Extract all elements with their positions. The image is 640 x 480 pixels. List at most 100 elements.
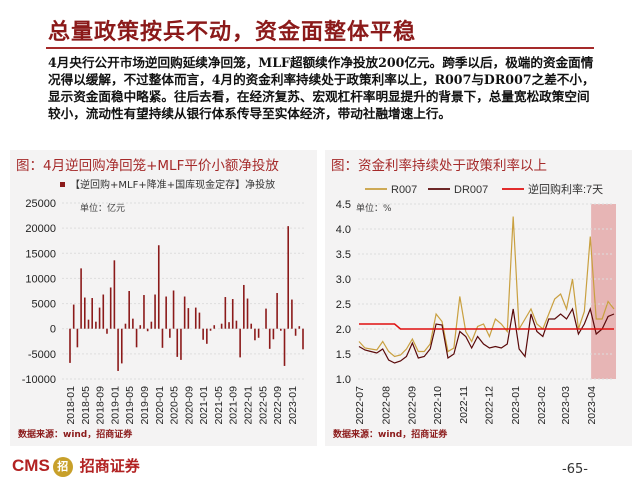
x-tick-label: 2019-09 [139, 386, 151, 425]
y-tick-label: 1.5 [336, 349, 351, 361]
bar [109, 287, 112, 329]
shaded-region [591, 204, 616, 379]
bar [139, 325, 142, 329]
bar [220, 323, 223, 329]
x-tick-label: 2020-05 [169, 386, 181, 425]
logo-text: CMS [12, 456, 50, 475]
y-tick-label: 2.0 [336, 324, 351, 336]
bar [80, 268, 82, 329]
bar [132, 318, 134, 329]
x-tick-label: 2023-01 [287, 386, 299, 425]
y-tick-label: 3.5 [336, 249, 351, 261]
legend-label: R007 [391, 184, 417, 196]
y-tick-label: 20000 [25, 223, 56, 235]
x-tick-label: 2018-09 [95, 386, 107, 425]
bar [250, 323, 253, 329]
bar [87, 319, 90, 329]
bar [202, 328, 204, 340]
x-tick-label: 2019-01 [109, 386, 121, 425]
y-tick-label: 3.0 [336, 274, 351, 286]
y-tick-label: -10000 [22, 374, 56, 386]
bar [257, 328, 260, 338]
right-chart-panel: 图：资金利率持续处于政策利率以上 数据来源：wind，招商证券 [325, 150, 632, 446]
bar [180, 328, 182, 360]
bar [287, 226, 290, 329]
bar [161, 328, 164, 348]
bar [194, 307, 197, 329]
x-tick-label: 2018-01 [65, 386, 77, 425]
bar [154, 294, 156, 329]
bar [91, 298, 93, 329]
bar [209, 328, 212, 331]
bar [283, 328, 286, 366]
series-line-R007 [358, 216, 615, 358]
y-tick-label: 4.5 [336, 199, 351, 211]
bar [254, 328, 256, 341]
bar [294, 328, 297, 336]
bar [169, 328, 171, 338]
x-tick-label: 2023-04 [586, 386, 598, 425]
bar [76, 328, 79, 348]
series-line-DR007 [358, 307, 615, 364]
bar [106, 328, 108, 334]
bar [280, 328, 282, 331]
x-tick-label: 2022-08 [380, 386, 392, 425]
x-tick-label: 2022-05 [257, 386, 269, 425]
y-tick-label: 15000 [25, 248, 56, 260]
right-chart-title: 图：资金利率持续处于政策利率以上 [331, 158, 547, 174]
x-tick-label: 2022-11 [458, 386, 470, 424]
y-tick-label: 4.0 [336, 224, 351, 236]
bar [276, 293, 278, 329]
legend-label: 【逆回购+MLF+降准+国库现金定存】净投放 [70, 178, 275, 191]
bar [243, 284, 245, 329]
x-tick-label: 2020-09 [183, 386, 195, 425]
bar [165, 296, 167, 329]
y-tick-label: 1.0 [336, 374, 351, 386]
y-tick-label: 10000 [25, 273, 56, 285]
left-chart-title: 图：4月逆回购净回笼+MLF平价小额净投放 [16, 158, 279, 174]
x-tick-label: 2023-02 [536, 386, 548, 425]
x-tick-label: 2022-07 [354, 386, 366, 425]
bar [113, 260, 116, 329]
bar [228, 322, 230, 329]
bar [72, 304, 75, 329]
bar [69, 328, 71, 363]
bar [302, 328, 304, 350]
bar [206, 328, 208, 344]
bar [172, 290, 175, 329]
right-chart-source: 数据来源：wind，招商证券 [333, 430, 448, 440]
y-tick-label: 25000 [25, 198, 56, 210]
bar [298, 326, 301, 329]
bar [265, 308, 267, 329]
left-chart-source: 数据来源：wind，招商证券 [18, 430, 133, 440]
legend-label: 逆回购利率:7天 [528, 182, 603, 196]
x-tick-label: 2023-01 [510, 386, 522, 425]
y-tick-label: 2.5 [336, 299, 351, 311]
x-tick-label: 2021-01 [198, 386, 210, 425]
bar [120, 328, 123, 364]
bar [83, 297, 86, 329]
bar [291, 299, 293, 329]
bar [146, 328, 149, 332]
bar [102, 294, 105, 329]
x-tick-label: 2021-09 [228, 386, 240, 425]
y-tick-label: 5000 [32, 299, 56, 311]
logo-mark-icon: 招 [52, 456, 73, 477]
bar [95, 321, 97, 329]
bar [117, 328, 119, 371]
x-tick-label: 2021-05 [213, 386, 225, 425]
bar [176, 328, 179, 357]
x-tick-label: 2022-01 [243, 386, 255, 425]
x-tick-label: 2019-05 [124, 386, 136, 425]
bar [224, 297, 227, 329]
bar [213, 325, 216, 329]
bar [135, 328, 138, 348]
x-tick-label: 2020-01 [154, 386, 166, 425]
x-tick-label: 2022-12 [484, 386, 496, 425]
page-number: -65- [562, 462, 588, 477]
bar [183, 296, 186, 329]
x-tick-label: 2022-09 [272, 386, 284, 425]
x-tick-label: 2022-10 [432, 386, 444, 425]
legend-swatch [60, 182, 65, 187]
